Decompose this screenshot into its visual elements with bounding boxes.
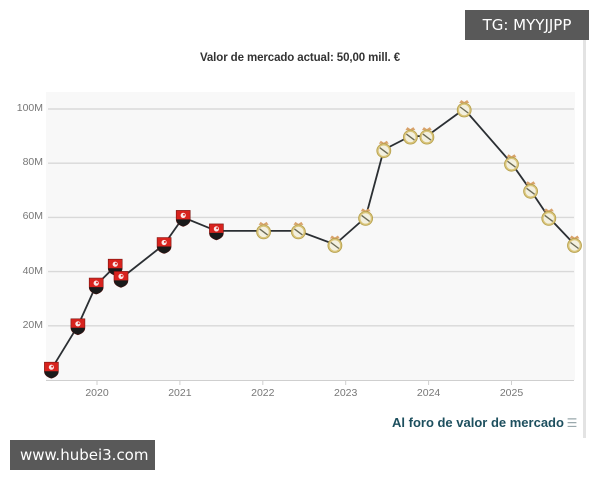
real-madrid-crest-icon[interactable] xyxy=(376,140,392,159)
real-madrid-crest-icon[interactable] xyxy=(567,235,582,253)
rennes-crest-icon[interactable] xyxy=(209,223,224,241)
y-tick-label: 20M xyxy=(22,318,43,331)
real-madrid-crest-icon[interactable] xyxy=(358,208,374,226)
chart-title: Valor de mercado actual: 50,00 mill. € xyxy=(199,52,401,64)
real-madrid-crest-icon[interactable] xyxy=(327,235,343,253)
rennes-crest-icon[interactable] xyxy=(113,271,129,288)
x-tick-label: 2022 xyxy=(251,387,275,399)
rennes-crest-icon[interactable] xyxy=(88,277,104,295)
x-tick-label: 2021 xyxy=(168,387,192,399)
y-tick-label: 60M xyxy=(22,210,43,223)
real-madrid-crest-icon[interactable] xyxy=(523,181,538,199)
rennes-crest-icon[interactable] xyxy=(156,237,172,254)
real-madrid-crest-icon[interactable] xyxy=(290,221,306,240)
real-madrid-crest-icon[interactable] xyxy=(419,127,435,145)
x-tick-label: 2024 xyxy=(416,387,441,399)
real-madrid-crest-icon[interactable] xyxy=(541,208,557,226)
rennes-crest-icon[interactable] xyxy=(70,318,86,336)
y-tick-label: 40M xyxy=(22,264,43,277)
x-tick-label: 2025 xyxy=(499,387,524,399)
forum-link[interactable]: Al foro de valor de mercado xyxy=(392,415,564,430)
value-line xyxy=(50,107,576,370)
y-tick-label: 80M xyxy=(22,156,43,169)
x-tick-label: 2020 xyxy=(85,387,109,399)
real-madrid-crest-icon[interactable] xyxy=(456,100,472,118)
watermark-bottom-left: www.hubei3.com xyxy=(10,440,155,470)
real-madrid-crest-icon[interactable] xyxy=(256,221,272,240)
panel-border xyxy=(583,38,586,438)
forum-icon[interactable]: ☰ xyxy=(566,416,578,430)
real-madrid-crest-icon[interactable] xyxy=(402,127,418,145)
x-tick-label: 2023 xyxy=(334,387,358,399)
rennes-crest-icon[interactable] xyxy=(44,361,59,379)
y-tick-label: 100M xyxy=(16,102,43,114)
real-madrid-crest-icon[interactable] xyxy=(504,154,519,172)
rennes-crest-icon[interactable] xyxy=(175,210,191,227)
watermark-top-right: TG: MYYJJPP xyxy=(465,10,589,40)
